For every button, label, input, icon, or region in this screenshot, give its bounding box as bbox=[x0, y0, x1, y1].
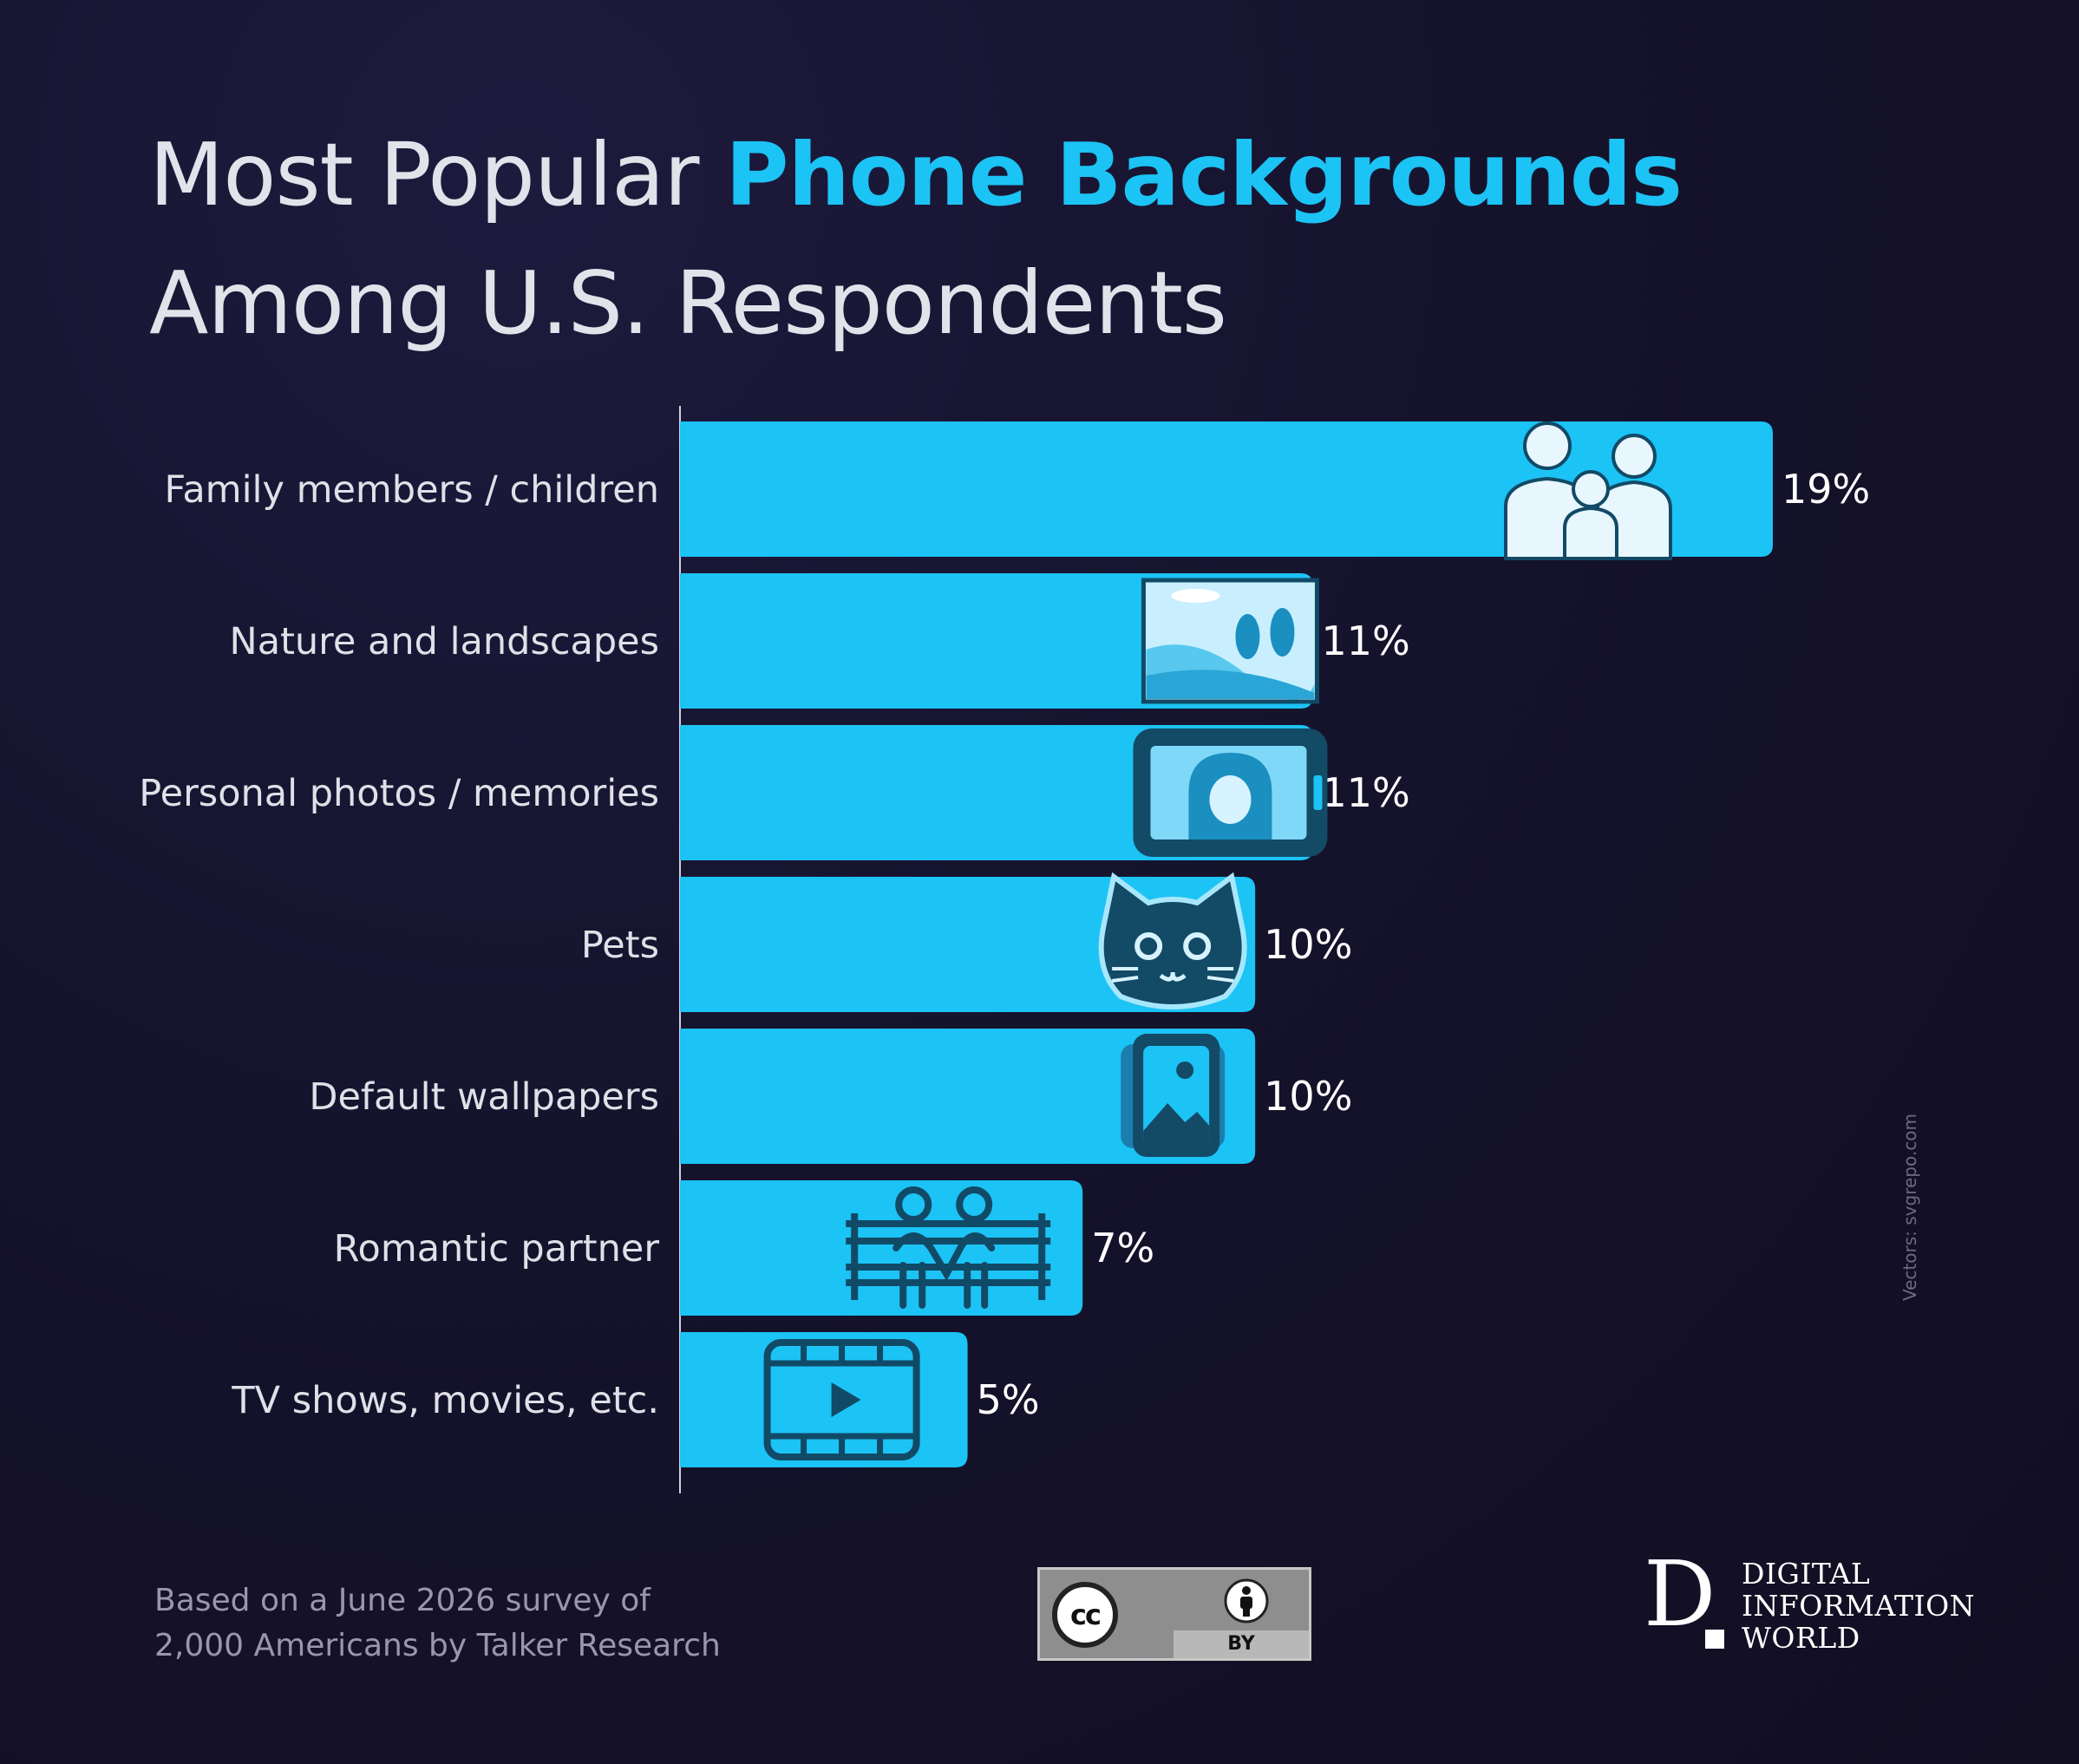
brand-line-2: INFORMATION bbox=[1742, 1589, 1976, 1623]
attribution-person-icon bbox=[1224, 1578, 1269, 1624]
brand-logo-square bbox=[1705, 1630, 1724, 1649]
film-icon bbox=[763, 1339, 920, 1460]
source-note-line-1: Based on a June 2026 survey of bbox=[154, 1583, 651, 1618]
brand-line-3: WORLD bbox=[1742, 1621, 1860, 1655]
category-label: Nature and landscapes bbox=[230, 620, 659, 663]
bar bbox=[680, 421, 1773, 557]
value-label: 7% bbox=[1091, 1225, 1154, 1271]
value-label: 10% bbox=[1264, 1073, 1352, 1120]
bar bbox=[680, 1180, 1083, 1316]
category-label: TV shows, movies, etc. bbox=[231, 1379, 659, 1422]
by-bar bbox=[1174, 1630, 1309, 1658]
chart-title: Most Popular Phone Backgrounds Among U.S… bbox=[149, 111, 1927, 368]
cc-by-license-badge[interactable]: cc BY bbox=[1037, 1567, 1311, 1661]
category-label: Family members / children bbox=[165, 468, 659, 512]
value-label: 11% bbox=[1321, 769, 1409, 816]
title-prefix: Most Popular bbox=[149, 124, 726, 225]
family-icon bbox=[1504, 421, 1672, 560]
bar bbox=[680, 1332, 968, 1467]
value-label: 11% bbox=[1321, 617, 1409, 664]
value-label: 19% bbox=[1782, 466, 1870, 513]
category-label: Romantic partner bbox=[334, 1227, 660, 1271]
gallery-icon bbox=[1121, 1034, 1226, 1157]
category-label: Personal photos / memories bbox=[139, 772, 659, 815]
brand-logo-letter: D bbox=[1644, 1541, 1716, 1647]
brand-name: DIGITAL INFORMATION WORLD bbox=[1742, 1558, 1975, 1654]
by-label: BY bbox=[1227, 1633, 1255, 1655]
category-label: Pets bbox=[581, 924, 659, 967]
landscape-icon bbox=[1141, 578, 1319, 704]
selfie-phone-icon bbox=[1133, 728, 1328, 857]
value-label: 5% bbox=[977, 1376, 1040, 1423]
couple-bench-icon bbox=[846, 1186, 1051, 1309]
cat-icon bbox=[1098, 872, 1247, 1009]
title-suffix: Among U.S. Respondents bbox=[149, 252, 1227, 354]
vectors-credit: Vectors: svgrepo.com bbox=[1899, 1114, 1920, 1301]
source-note-line-2: 2,000 Americans by Talker Research bbox=[154, 1628, 721, 1663]
title-highlight: Phone Backgrounds bbox=[725, 124, 1683, 225]
bar bbox=[680, 1029, 1256, 1164]
category-label: Default wallpapers bbox=[309, 1075, 659, 1119]
value-label: 10% bbox=[1264, 921, 1352, 968]
brand-line-1: DIGITAL bbox=[1742, 1557, 1871, 1591]
source-note: Based on a June 2026 survey of 2,000 Ame… bbox=[154, 1578, 762, 1669]
cc-icon: cc bbox=[1052, 1582, 1118, 1648]
